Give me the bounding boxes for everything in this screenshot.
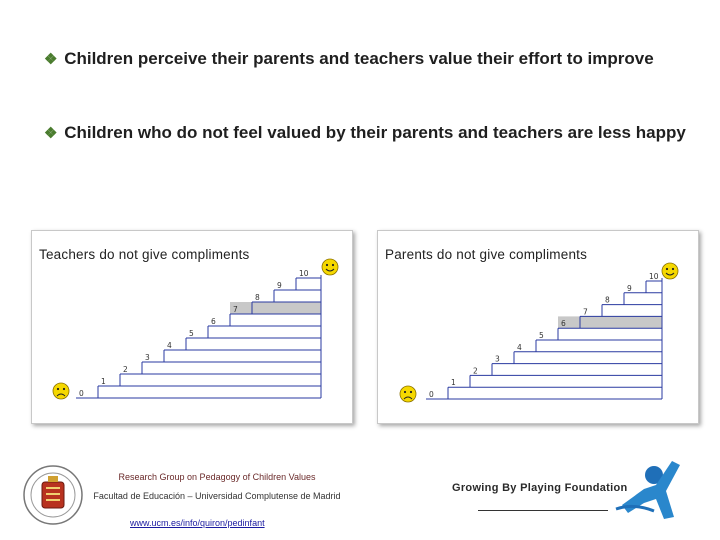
teachers-chart-title: Teachers do not give compliments <box>39 247 250 262</box>
faculty-label: Facultad de Educación – Universidad Comp… <box>93 491 341 501</box>
happy-face-icon <box>661 262 679 280</box>
highlighted-step-band <box>558 316 662 329</box>
step-label: 2 <box>473 366 478 375</box>
bullet-2-text: Children who do not feel valued by their… <box>64 123 686 142</box>
foundation-name: Growing By Playing Foundation <box>452 482 628 494</box>
sad-face-icon <box>52 382 70 400</box>
step-label: 3 <box>145 353 150 362</box>
step-label: 3 <box>495 355 500 364</box>
step-label: 1 <box>451 378 456 387</box>
step-label: 8 <box>255 293 260 302</box>
step-label: 9 <box>627 284 632 293</box>
teachers-staircase: 0 1 2 3 4 5 6 7 8 9 10 <box>52 258 339 400</box>
bullet-1-text: Children perceive their parents and teac… <box>64 49 654 68</box>
research-group-label: Research Group on Pedagogy of Children V… <box>118 472 316 482</box>
parents-chart-panel: Parents do not give compliments 0 1 2 3 4 5 6 7… <box>377 230 699 424</box>
teachers-chart-panel: Teachers do not give compliments 0 1 2 3 4 5 6… <box>31 230 353 424</box>
bullet-marker-icon: ❖ <box>44 125 58 142</box>
foundation-logo-icon <box>615 461 680 519</box>
highlighted-step-band <box>230 302 321 314</box>
footer-left: Research Group on Pedagogy of Children V… <box>22 462 342 532</box>
step-label: 10 <box>299 269 309 278</box>
sad-face-icon <box>399 385 417 403</box>
bullet-2: ❖ Children who do not feel valued by the… <box>44 121 694 145</box>
step-label: 8 <box>605 296 610 305</box>
university-crest-icon <box>23 465 83 525</box>
step-label: 10 <box>649 272 659 281</box>
happy-face-icon <box>321 258 339 276</box>
step-label: 5 <box>539 331 544 340</box>
step-label: 0 <box>429 390 434 399</box>
step-label: 1 <box>101 377 106 386</box>
step-label: 6 <box>211 317 216 326</box>
parents-staircase: 0 1 2 3 4 5 6 7 8 9 10 <box>399 262 679 403</box>
step-label: 7 <box>583 307 588 316</box>
step-label: 6 <box>561 319 566 328</box>
step-label: 5 <box>189 329 194 338</box>
bullet-1: ❖ Children perceive their parents and te… <box>44 47 694 71</box>
foundation-underline <box>478 510 608 511</box>
step-label: 9 <box>277 281 282 290</box>
step-label: 4 <box>517 343 522 352</box>
group-website-link[interactable]: www.ucm.es/info/quiron/pedinfant <box>130 518 265 528</box>
step-label: 4 <box>167 341 172 350</box>
step-label: 2 <box>123 365 128 374</box>
parents-chart-title: Parents do not give compliments <box>385 247 588 262</box>
step-label: 7 <box>233 305 238 314</box>
bullet-marker-icon: ❖ <box>44 51 58 68</box>
step-label: 0 <box>79 389 84 398</box>
